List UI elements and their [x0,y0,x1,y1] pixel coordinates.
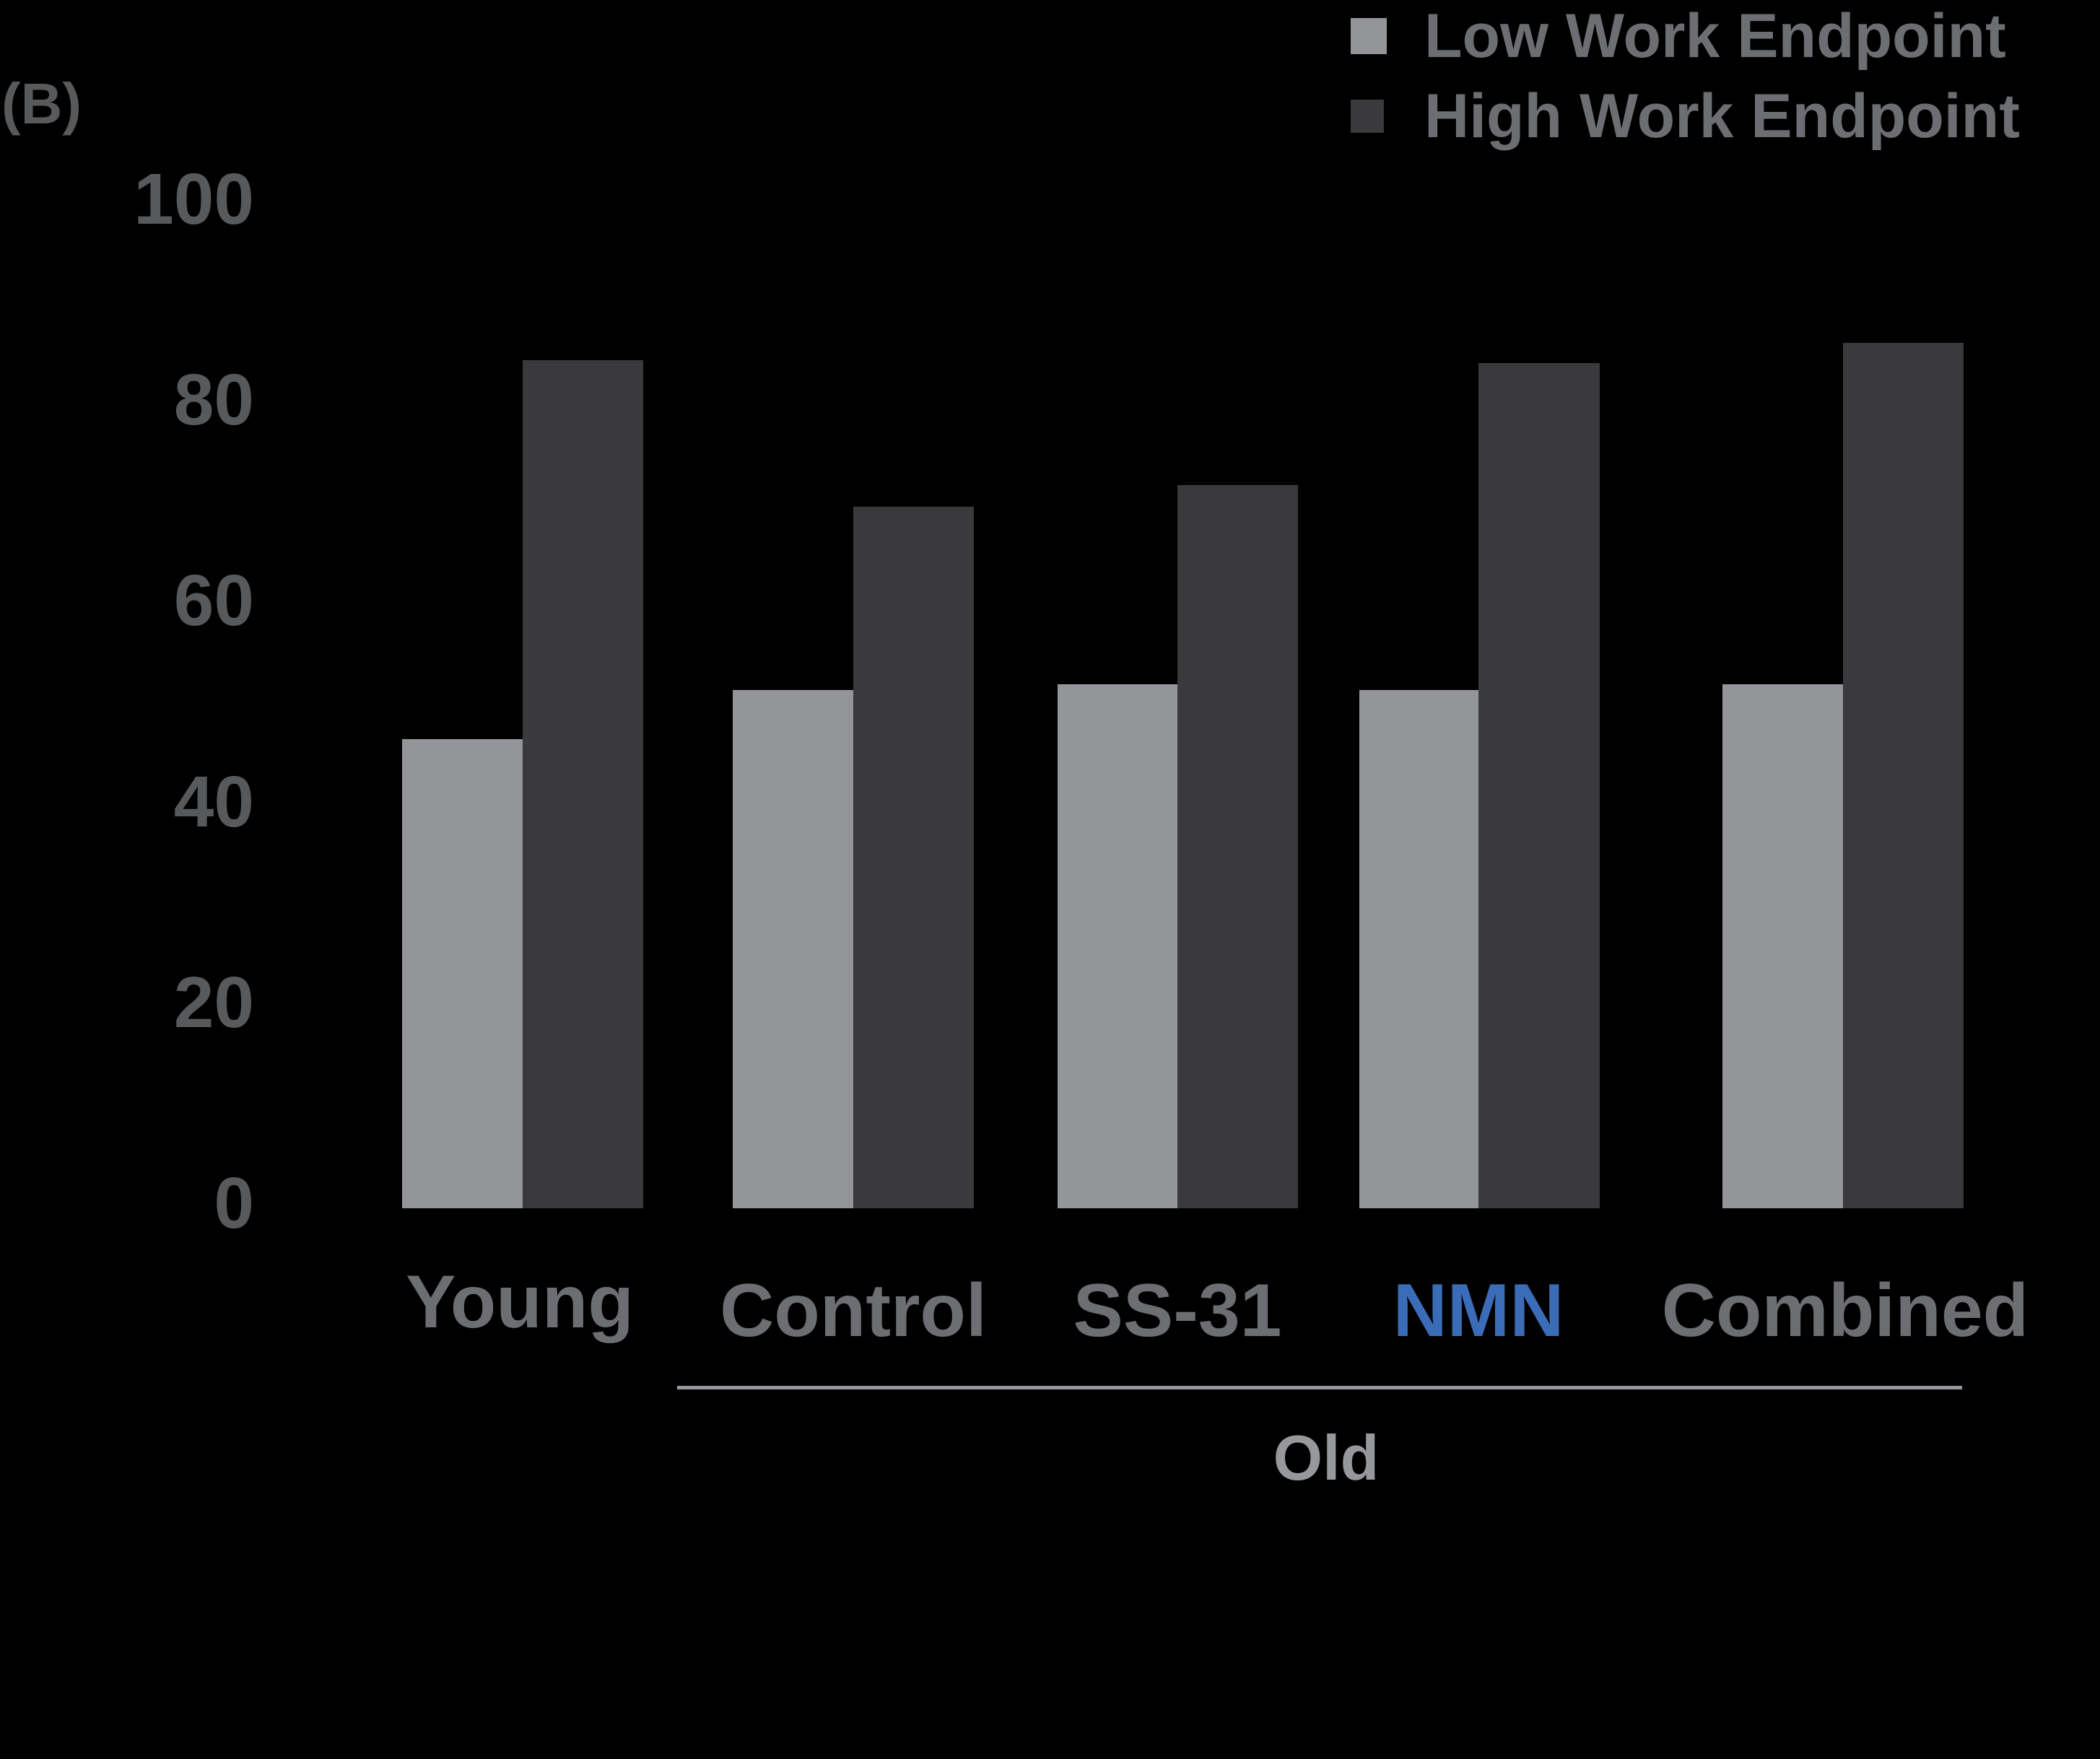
legend-swatch-low [1351,18,1387,54]
bar-combined-high [1843,342,1964,1208]
group-label-old: Old [1273,1422,1380,1493]
y-tick-label: 20 [173,961,254,1043]
x-label-young: Young [406,1260,634,1344]
x-label-combined: Combined [1661,1269,2029,1353]
legend-item-low: Low Work Endpoint [1351,4,2006,69]
x-label-control: Control [720,1269,987,1353]
bar-young-low [402,739,523,1208]
bar-nmn-high [1478,362,1600,1208]
x-label-nmn: NMN [1393,1269,1564,1353]
legend-label-high: High Work Endpoint [1424,82,2020,151]
panel-label: (B) [1,71,82,136]
y-tick-label: 80 [173,359,254,441]
legend-label-low: Low Work Endpoint [1424,1,2006,71]
y-tick-label: 40 [173,761,254,842]
y-tick-label: 0 [214,1163,254,1244]
bar-nmn-low [1359,690,1478,1208]
bar-ss-31-high [1177,485,1298,1208]
bar-control-high [853,506,974,1208]
bar-ss-31-low [1058,684,1177,1208]
legend-item-high: High Work Endpoint [1351,84,2020,149]
y-tick-label: 60 [173,560,254,642]
bar-control-low [733,690,853,1208]
y-tick-label: 100 [134,159,254,240]
bar-combined-low [1722,684,1843,1208]
legend-swatch-high [1351,100,1384,133]
x-label-ss-31: SS-31 [1073,1269,1282,1353]
bar-young-high [523,359,643,1208]
group-bracket-line [677,1386,1962,1389]
